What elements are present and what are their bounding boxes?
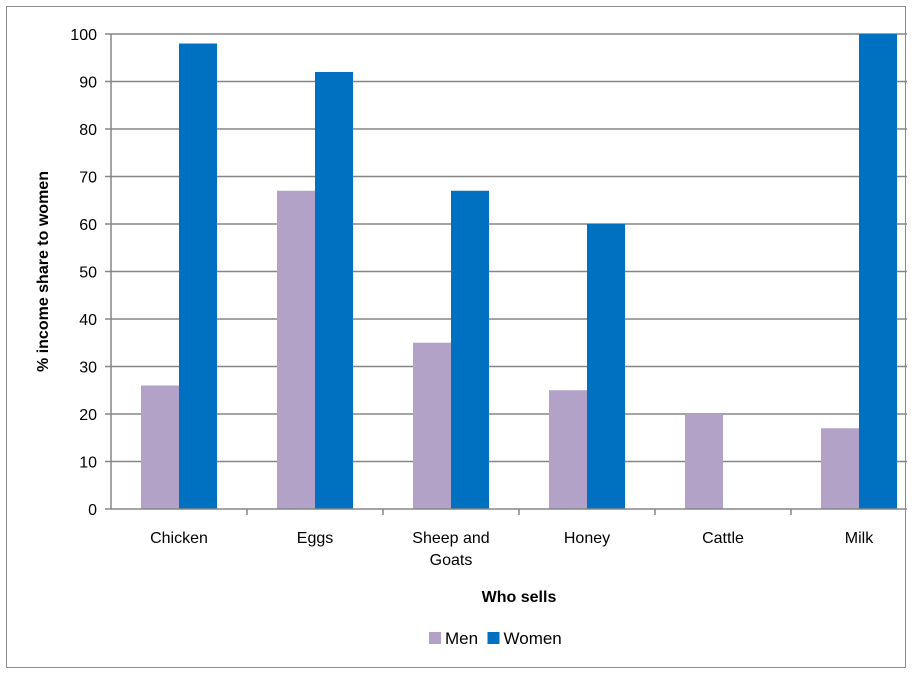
x-tick-label: Honey xyxy=(564,530,610,547)
legend-swatch-women xyxy=(487,632,500,644)
x-tick-label: Sheep and Goats xyxy=(412,530,489,569)
y-tick-label: 10 xyxy=(79,455,97,472)
legend: Men Women xyxy=(429,629,562,648)
y-tick-label: 90 xyxy=(79,75,97,92)
y-tick-labels: 0 10 20 30 40 50 60 70 80 90 100 xyxy=(70,27,111,519)
x-tick-label-line: Chicken xyxy=(150,530,208,547)
legend-swatch-men xyxy=(429,632,441,644)
chart-area: 0 10 20 30 40 50 60 70 80 90 100 Chicken Eggs Sheep … xyxy=(6,6,907,668)
bar-women-sheep-and-goats xyxy=(451,190,489,509)
x-tick-label-line: Honey xyxy=(564,530,610,547)
y-tick-label: 100 xyxy=(70,27,97,44)
bar-women-eggs xyxy=(315,72,353,509)
y-tick-label: 50 xyxy=(79,265,97,282)
bars xyxy=(141,34,897,509)
legend-label-men: Men xyxy=(445,629,478,648)
bar-men-sheep-and-goats xyxy=(413,342,451,509)
x-tick-label-line: Cattle xyxy=(702,530,744,547)
bar-men-milk xyxy=(821,428,859,509)
bar-chart: 0 10 20 30 40 50 60 70 80 90 100 Chicken Eggs Sheep … xyxy=(35,27,907,648)
bar-women-chicken xyxy=(179,43,217,509)
x-tick-label-line: Milk xyxy=(845,530,874,547)
y-tick-label: 70 xyxy=(79,170,97,187)
bar-men-cattle xyxy=(685,414,723,509)
y-tick-label: 0 xyxy=(88,502,97,519)
x-tick-label: Eggs xyxy=(297,530,333,547)
y-tick-label: 30 xyxy=(79,360,97,377)
bar-men-chicken xyxy=(141,385,179,509)
y-tick-label: 20 xyxy=(79,407,97,424)
x-tick-label-line: Sheep and xyxy=(412,530,489,547)
x-tick-label-line: Eggs xyxy=(297,530,333,547)
x-tick-label: Milk xyxy=(845,530,874,547)
x-tick-label: Cattle xyxy=(702,530,744,547)
y-tick-label: 60 xyxy=(79,217,97,234)
bar-men-honey xyxy=(549,390,587,509)
y-tick-label: 40 xyxy=(79,312,97,329)
bar-men-eggs xyxy=(277,190,315,509)
y-axis-title: % income share to women xyxy=(35,171,52,372)
legend-label-women: Women xyxy=(504,629,562,648)
gridlines xyxy=(111,33,907,463)
x-tick-label-line: Goats xyxy=(430,552,473,569)
x-tick-labels: Chicken Eggs Sheep and Goats Honey Cattle Milk xyxy=(150,509,874,569)
bar-women-milk xyxy=(859,34,897,509)
x-axis-title: Who sells xyxy=(482,589,557,606)
y-tick-label: 80 xyxy=(79,122,97,139)
bar-women-honey xyxy=(587,224,625,509)
x-tick-label: Chicken xyxy=(150,530,208,547)
